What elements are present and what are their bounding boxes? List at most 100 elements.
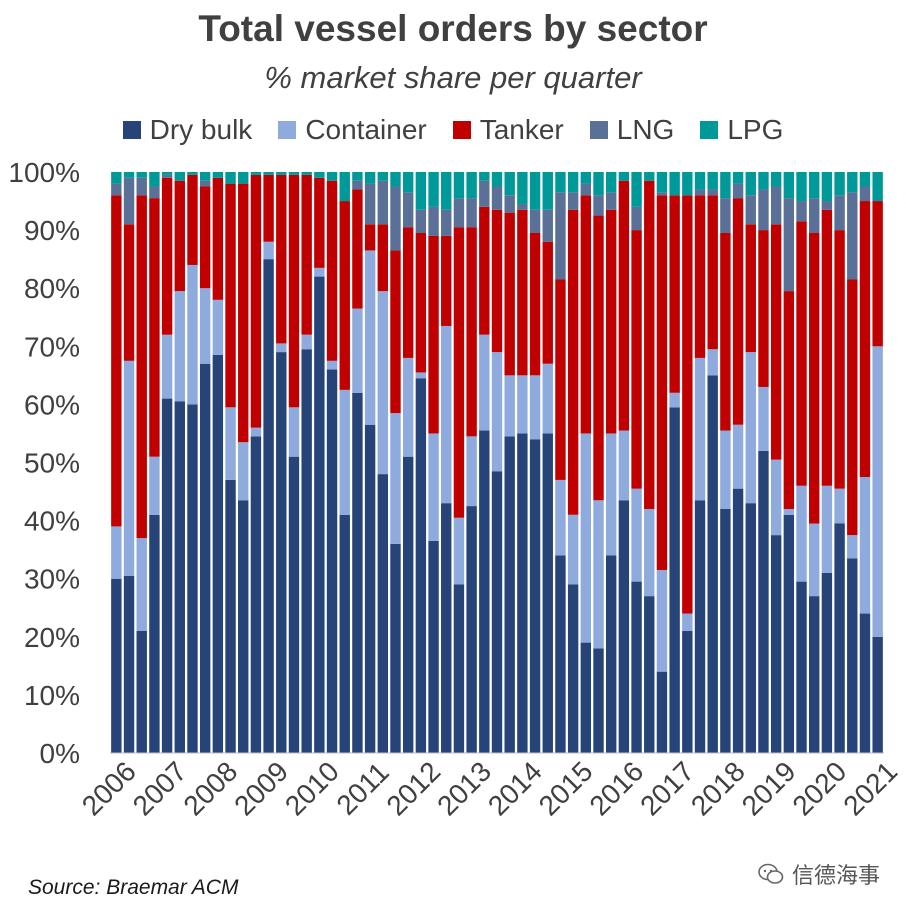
bar-tanker-2019q3 [796,221,807,486]
bar-lng-2019q3 [796,201,807,222]
bar-lpg-2011q2 [377,172,388,181]
bar-lpg-2011q3 [390,172,401,187]
y-tick-label: 20% [24,622,80,653]
bar-dry-bulk-2020q3 [847,558,858,753]
bar-dry-bulk-2007q4 [199,363,211,753]
bar-dry-bulk-2009q2 [276,352,287,753]
bar-tanker-2014q1 [517,209,528,376]
bar-container-2019q3 [796,485,807,582]
legend-item-dry-bulk: Dry bulk [122,114,252,146]
bar-container-2019q1 [770,459,782,536]
bar-lng-2019q2 [783,198,795,292]
bar-dry-bulk-2019q3 [796,581,807,753]
legend-swatch-container [278,121,297,139]
legend-swatch-tanker [452,121,471,139]
bar-dry-bulk-2012q1 [415,378,427,753]
x-axis: 2006200720082009201020112012201320142015… [76,752,903,822]
bar-tanker-2013q3 [491,209,503,353]
bar-container-2012q2 [428,433,439,541]
x-tick-label-2006: 2006 [76,756,142,822]
y-tick-label: 100% [8,157,80,188]
bar-lpg-2009q4 [301,172,312,175]
bar-dry-bulk-2017q1 [669,407,680,753]
bar-tanker-2020q2 [834,230,845,489]
bar-tanker-2020q4 [859,201,871,478]
bar-dry-bulk-2010q2 [326,369,338,753]
x-tick-label-2011: 2011 [330,756,395,821]
source-note: Source: Braemar ACM [28,876,239,899]
bar-lng-2015q1 [567,192,579,210]
x-tick-label-2009: 2009 [228,756,294,822]
bar-container-2014q1 [517,375,528,434]
bar-dry-bulk-2011q1 [364,424,376,753]
bar-lpg-2009q1 [263,172,274,175]
x-tick-label-2008: 2008 [177,756,243,822]
bar-tanker-2009q3 [288,174,300,408]
bar-lng-2006q2 [123,177,135,225]
bar-dry-bulk-2012q3 [441,503,452,753]
bar-dry-bulk-2015q4 [605,555,617,753]
bar-container-2006q3 [136,538,147,631]
bar-container-2014q2 [529,375,541,440]
bar-tanker-2021q1 [872,201,883,347]
bar-dry-bulk-2008q2 [225,479,236,753]
bar-lng-2018q1 [720,198,731,233]
bar-lpg-2016q2 [631,172,642,207]
x-tick-label-2019: 2019 [736,756,802,822]
bar-dry-bulk-2018q2 [732,488,744,753]
x-tick-label-2007: 2007 [127,756,193,822]
bar-lng-2014q2 [529,209,541,233]
bar-tanker-2008q1 [212,177,224,300]
bar-dry-bulk-2016q2 [631,581,642,753]
bar-container-2013q2 [479,334,490,431]
bar-dry-bulk-2010q3 [339,514,350,753]
x-tick-label-2015: 2015 [533,756,599,822]
bar-lpg-2018q3 [745,172,756,196]
bar-lpg-2020q4 [859,172,871,187]
bar-lpg-2016q3 [644,172,655,181]
bar-lpg-2008q4 [250,172,262,175]
bar-container-2012q3 [441,325,452,504]
bar-tanker-2016q3 [644,180,655,509]
bar-container-2007q3 [187,264,198,405]
bar-lpg-2017q3 [694,172,706,190]
bar-dry-bulk-2008q1 [212,355,224,753]
bar-dry-bulk-2008q3 [238,500,249,753]
bar-container-2017q4 [707,349,718,376]
bar-container-2015q2 [580,433,592,643]
bar-container-2011q1 [364,250,376,425]
bar-lpg-2014q2 [529,172,541,210]
bar-tanker-2019q1 [770,224,782,460]
bar-tanker-2014q3 [542,241,553,364]
bar-container-2007q1 [161,334,173,399]
bar-lpg-2014q4 [555,172,566,193]
bar-tanker-2016q2 [631,230,642,489]
bar-lng-2011q2 [377,180,388,225]
bar-lpg-2015q2 [580,172,592,184]
bar-dry-bulk-2007q1 [161,398,173,753]
bar-lng-2014q3 [542,209,553,242]
bar-lpg-2014q3 [542,172,553,210]
bar-lng-2014q4 [555,192,566,280]
bar-tanker-2011q4 [402,227,414,358]
bar-dry-bulk-2010q1 [314,276,325,753]
bar-container-2014q3 [542,363,553,434]
bar-lpg-2017q4 [707,172,718,190]
bar-dry-bulk-2019q2 [783,514,795,753]
bar-container-2019q2 [783,508,795,515]
bar-container-2011q2 [377,291,388,475]
bar-container-2018q3 [745,352,756,504]
bar-lpg-2016q4 [656,172,668,193]
bar-dry-bulk-2006q3 [136,630,147,753]
bar-lng-2020q1 [821,201,833,210]
bar-container-2010q2 [326,360,338,370]
bar-lpg-2008q2 [225,172,236,184]
bar-lpg-2010q2 [326,172,338,181]
bar-dry-bulk-2017q4 [707,375,718,753]
bar-tanker-2010q1 [314,177,325,268]
bar-dry-bulk-2007q2 [174,401,185,753]
bar-lng-2018q2 [732,183,744,199]
bar-dry-bulk-2007q3 [187,404,198,753]
bar-dry-bulk-2013q1 [466,506,477,753]
bar-dry-bulk-2010q4 [352,392,363,753]
